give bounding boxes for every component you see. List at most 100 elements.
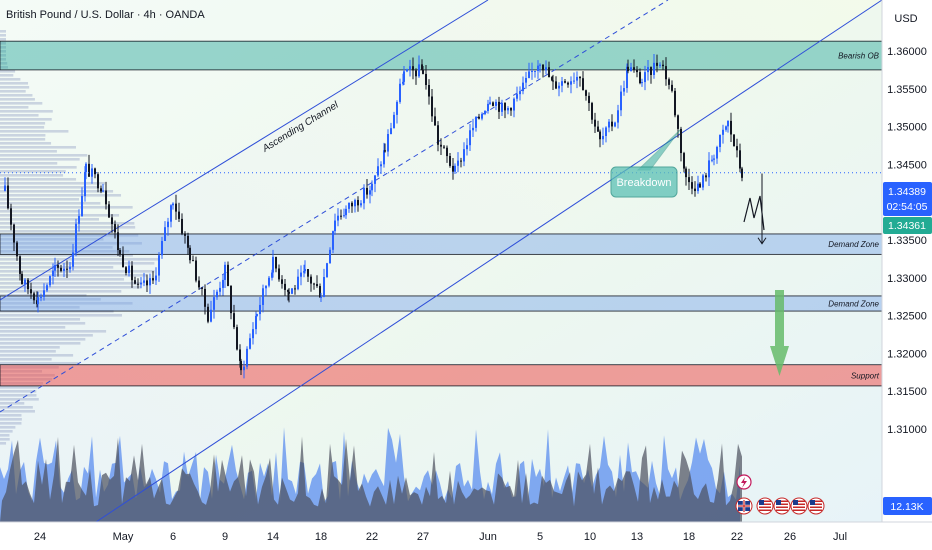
- candle-body: [143, 280, 145, 283]
- candle-body: [187, 235, 189, 248]
- time-tick-6: 22: [366, 531, 378, 543]
- breakdown-label: Breakdown: [616, 177, 671, 189]
- candle-body: [573, 80, 575, 82]
- candle-body: [334, 220, 336, 232]
- candle-body: [588, 95, 590, 104]
- uk-flag-icon[interactable]: [735, 497, 753, 515]
- bearish-ob-label: Bearish OB: [838, 52, 880, 61]
- candle-body: [236, 327, 238, 350]
- candle-body: [685, 168, 687, 178]
- candle-body: [719, 134, 721, 148]
- candle-body: [611, 121, 613, 127]
- candle-body: [739, 150, 741, 169]
- price-tick-1: 1.35500: [887, 84, 927, 96]
- candle-body: [528, 71, 530, 78]
- volume-profile-bar: [0, 118, 52, 121]
- candle-body: [591, 103, 593, 120]
- candle-body: [608, 121, 610, 128]
- candle-body: [659, 64, 661, 66]
- candle-body: [481, 114, 483, 119]
- last-price-value: 1.34389: [888, 186, 926, 198]
- candle-body: [172, 203, 174, 206]
- us-flag-icon[interactable]: [807, 497, 825, 515]
- support-label: Support: [851, 371, 880, 380]
- candle-body: [351, 202, 353, 207]
- currency-label: USD: [894, 13, 917, 25]
- candle-body: [633, 67, 635, 70]
- candle-body: [219, 287, 221, 292]
- time-axis[interactable]: [0, 522, 932, 550]
- time-tick-3: 9: [222, 531, 228, 543]
- candle-body: [380, 164, 382, 167]
- volume-profile-bar: [0, 58, 6, 61]
- bar-countdown: 02:54:05: [887, 201, 928, 213]
- candle-body: [680, 128, 682, 154]
- candle-body: [255, 315, 257, 330]
- candle-body: [495, 101, 497, 106]
- breakdown-callout[interactable]: Breakdown: [610, 129, 681, 198]
- volume-profile-bar: [0, 266, 114, 269]
- candle-body: [345, 208, 347, 216]
- candle-body: [100, 188, 102, 192]
- us-flag-icon[interactable]: [790, 497, 808, 515]
- event-icons[interactable]: [735, 474, 825, 515]
- candle-body: [7, 185, 9, 209]
- demand-zone-label-2: Demand Zone: [828, 300, 879, 309]
- candle-body: [716, 147, 718, 159]
- candle-body: [434, 116, 436, 126]
- second-price-value: 1.34361: [888, 220, 926, 232]
- us-flag-icon[interactable]: [756, 497, 774, 515]
- candle-body: [117, 232, 119, 251]
- candle-body: [268, 277, 270, 286]
- demand-zone-2: [0, 295, 883, 312]
- candle-body: [114, 224, 116, 233]
- last-price-tag: [883, 182, 932, 216]
- volume-profile-bar: [0, 358, 52, 361]
- time-tick-9: 5: [537, 531, 543, 543]
- candle-body: [259, 304, 261, 315]
- candle-body: [639, 72, 641, 84]
- volume-profile-bar: [0, 98, 35, 101]
- volume-value: 12.13K: [890, 501, 923, 513]
- volume-profile-bar: [0, 354, 74, 357]
- volume-profile-bar: [0, 438, 10, 441]
- candle-body: [387, 133, 389, 152]
- candle-body: [128, 265, 130, 274]
- candle-body: [281, 279, 283, 284]
- candle-body: [239, 349, 241, 361]
- candle-body: [105, 190, 107, 205]
- candle-body: [63, 268, 65, 271]
- candle-body: [614, 122, 616, 127]
- candle-body: [469, 130, 471, 146]
- candle-body: [630, 67, 632, 72]
- candle-body: [4, 185, 6, 191]
- candle-body: [457, 160, 459, 166]
- volume-profile-bar: [0, 262, 155, 265]
- candle-body: [415, 70, 417, 77]
- volume-profile-bar: [0, 314, 122, 317]
- time-tick-11: 13: [631, 531, 643, 543]
- candle-body: [510, 107, 512, 111]
- candle-body: [736, 146, 738, 151]
- candle-body: [399, 83, 401, 102]
- volume-profile-bar: [0, 62, 8, 65]
- candle-body: [531, 70, 533, 72]
- volume-profile-bar: [0, 282, 143, 285]
- candle-body: [275, 256, 277, 269]
- volume-profile-bar: [0, 106, 29, 109]
- candle-body: [443, 146, 445, 148]
- volume-histogram: [0, 427, 742, 522]
- candle-body: [393, 114, 395, 129]
- volume-profile-bar: [0, 178, 77, 181]
- us-flag-icon[interactable]: [773, 497, 791, 515]
- candle-body: [516, 94, 518, 99]
- time-tick-8: Jun: [479, 531, 497, 543]
- time-tick-4: 14: [267, 531, 279, 543]
- chart-title: British Pound / U.S. Dollar · 4h · OANDA: [6, 9, 205, 21]
- candle-body: [722, 129, 724, 135]
- price-tick-2: 1.35000: [887, 122, 927, 134]
- volume-profile-bar: [0, 38, 6, 41]
- candle-body: [582, 78, 584, 91]
- price-axis[interactable]: [882, 0, 932, 550]
